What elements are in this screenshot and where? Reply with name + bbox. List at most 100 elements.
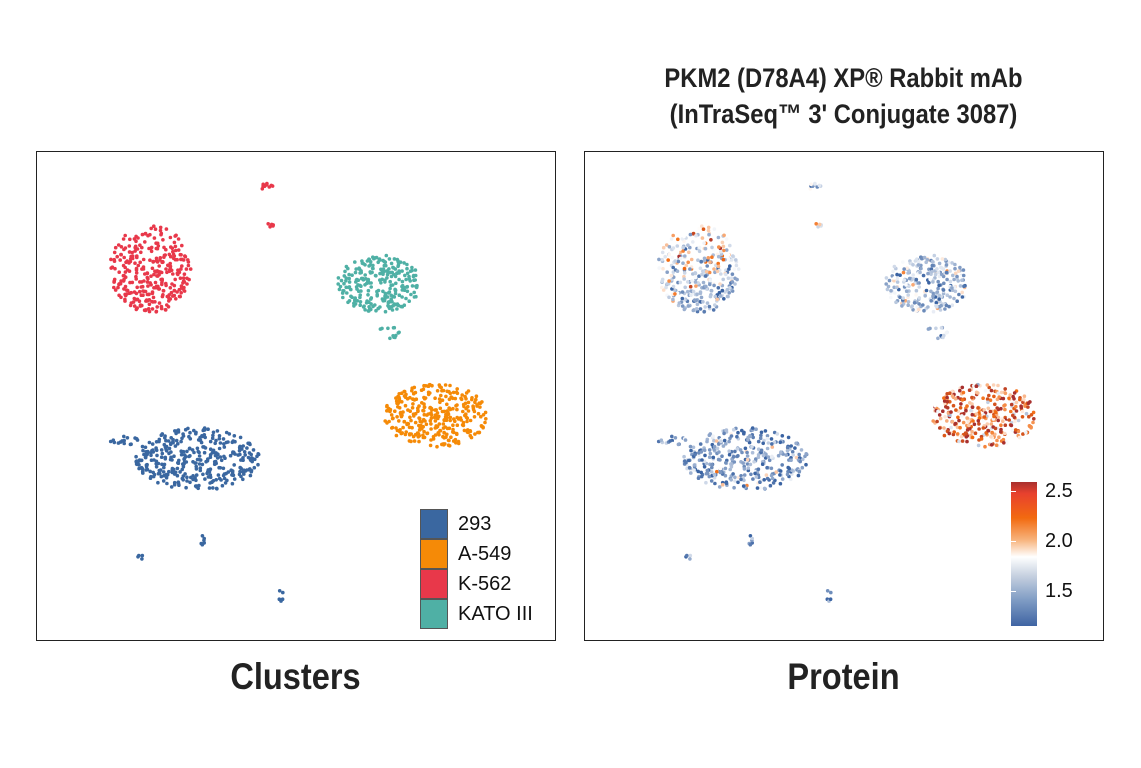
data-point — [157, 301, 162, 305]
data-point — [934, 326, 938, 331]
data-point — [712, 472, 717, 477]
data-point — [455, 407, 459, 412]
data-point — [476, 430, 480, 435]
colorbar-label-2-5: 2.5 — [1045, 480, 1073, 502]
data-point — [413, 268, 418, 272]
data-point — [742, 473, 747, 477]
data-point — [960, 398, 965, 402]
data-point — [735, 446, 740, 451]
data-point — [736, 454, 740, 458]
data-point — [960, 278, 964, 282]
data-point — [161, 479, 166, 483]
data-point — [454, 404, 458, 408]
data-point — [161, 238, 165, 242]
data-point — [970, 429, 974, 434]
data-point — [976, 406, 980, 410]
data-point — [750, 445, 754, 449]
data-point — [706, 471, 710, 476]
data-point — [187, 277, 191, 282]
data-point — [702, 465, 707, 469]
data-point — [691, 240, 695, 244]
data-point — [155, 274, 160, 278]
data-point — [725, 294, 730, 299]
data-point — [676, 442, 681, 447]
data-point — [719, 272, 723, 276]
data-point — [473, 432, 477, 436]
data-point — [127, 291, 132, 295]
data-point — [715, 469, 719, 474]
data-point — [930, 263, 935, 268]
data-point — [976, 443, 981, 448]
data-point — [691, 308, 696, 313]
data-point — [703, 453, 707, 458]
data-point — [193, 461, 197, 465]
data-point — [698, 291, 703, 296]
data-point — [186, 258, 190, 262]
data-point — [198, 438, 202, 442]
data-point — [376, 260, 381, 265]
data-point — [732, 267, 737, 271]
data-point — [382, 263, 387, 268]
data-point — [147, 309, 152, 314]
data-point — [373, 303, 377, 307]
data-point — [246, 441, 250, 446]
data-point — [973, 431, 978, 436]
data-point — [892, 278, 896, 283]
data-point — [134, 271, 139, 275]
data-point — [968, 401, 972, 405]
data-point — [789, 444, 793, 448]
data-point — [717, 450, 721, 454]
data-point — [184, 460, 189, 464]
data-point — [716, 286, 721, 290]
data-point — [936, 336, 940, 341]
data-point — [185, 282, 189, 286]
data-point — [660, 250, 665, 255]
data-point — [167, 446, 172, 451]
data-point — [1011, 394, 1015, 399]
data-point — [1017, 435, 1022, 440]
data-point — [145, 452, 149, 457]
legend-swatch — [420, 599, 448, 629]
data-point — [423, 419, 427, 423]
data-point — [937, 283, 941, 288]
data-point — [148, 258, 152, 262]
data-point — [385, 272, 390, 277]
data-point — [128, 259, 133, 264]
data-point — [987, 393, 991, 398]
data-point — [710, 255, 714, 259]
data-point — [901, 260, 905, 264]
data-point — [242, 468, 246, 473]
data-point — [720, 288, 725, 293]
data-point — [194, 473, 199, 477]
data-point — [369, 307, 373, 312]
data-point — [1007, 396, 1011, 401]
data-point — [213, 441, 217, 446]
data-point — [109, 266, 113, 270]
data-point — [967, 423, 971, 428]
data-point — [433, 419, 438, 423]
data-point — [277, 589, 282, 593]
data-point — [164, 267, 168, 271]
data-point — [206, 427, 210, 432]
data-point — [938, 416, 943, 421]
data-point — [465, 419, 469, 424]
data-point — [374, 255, 379, 260]
data-point — [138, 280, 142, 284]
data-point — [996, 415, 1001, 420]
data-point — [280, 597, 285, 601]
data-point — [761, 441, 765, 446]
data-point — [941, 288, 946, 292]
data-point — [238, 469, 242, 474]
data-point — [1022, 397, 1026, 402]
data-point — [700, 272, 704, 277]
data-point — [417, 404, 421, 408]
data-point — [711, 434, 715, 438]
data-point — [195, 446, 200, 451]
data-point — [902, 267, 906, 271]
data-point — [112, 285, 116, 290]
data-point — [151, 259, 155, 264]
data-point — [127, 250, 132, 254]
data-point — [367, 305, 371, 309]
data-point — [765, 446, 770, 451]
data-point — [710, 465, 714, 470]
